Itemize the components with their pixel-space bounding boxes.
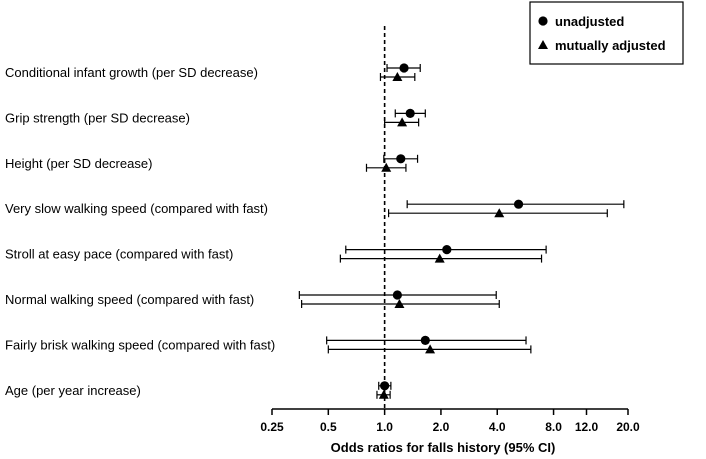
legend-label-unadjusted: unadjusted	[555, 14, 624, 29]
estimate-triangle-marker	[381, 162, 392, 172]
estimate-circle-marker	[399, 63, 409, 73]
x-tick-label: 8.0	[545, 420, 562, 434]
estimate-circle-marker	[442, 245, 452, 255]
estimate-circle-marker	[405, 108, 415, 118]
row-label: Height (per SD decrease)	[5, 156, 152, 171]
x-tick-label: 1.0	[376, 420, 393, 434]
row-label: Stroll at easy pace (compared with fast)	[5, 247, 233, 262]
confidence-intervals	[298, 64, 625, 399]
x-tick-label: 12.0	[575, 420, 599, 434]
estimate-triangle-marker	[425, 344, 436, 354]
x-axis-title: Odds ratios for falls history (95% CI)	[331, 440, 556, 455]
estimate-triangle-marker	[494, 208, 505, 218]
legend-box	[529, 1, 684, 65]
legend-circle-icon	[538, 16, 548, 26]
x-axis: 0.25 0.5 1.0 2.0 4.0 8.0 12.0 20.0	[260, 408, 640, 434]
row-label: Normal walking speed (compared with fast…	[5, 292, 254, 307]
legend-triangle-icon	[538, 40, 548, 49]
estimate-triangle-marker	[392, 72, 403, 81]
estimate-circle-marker	[396, 154, 406, 164]
x-tick-label: 2.0	[433, 420, 450, 434]
estimate-circle-marker	[513, 199, 524, 209]
row-label: Fairly brisk walking speed (compared wit…	[5, 337, 275, 352]
legend: unadjusted mutually adjusted	[529, 1, 684, 65]
x-tick-label: 0.5	[320, 420, 337, 434]
estimate-triangle-marker	[394, 299, 405, 308]
row-label: Age (per year increase)	[5, 383, 141, 398]
estimate-triangle-marker	[434, 253, 445, 263]
row-label: Conditional infant growth (per SD decrea…	[5, 65, 258, 80]
x-tick-label: 4.0	[489, 420, 506, 434]
row-labels: Conditional infant growth (per SD decrea…	[5, 65, 275, 398]
estimate-triangle-marker	[378, 389, 389, 399]
row-label: Very slow walking speed (compared with f…	[5, 201, 268, 216]
x-tick-label: 20.0	[616, 420, 640, 434]
point-estimates	[378, 63, 524, 399]
estimate-circle-marker	[420, 335, 430, 345]
estimate-triangle-marker	[397, 117, 408, 127]
legend-label-mutually-adjusted: mutually adjusted	[555, 38, 666, 53]
estimate-circle-marker	[380, 381, 390, 391]
x-tick-label: 0.25	[260, 420, 284, 434]
estimate-circle-marker	[392, 290, 402, 300]
row-label: Grip strength (per SD decrease)	[5, 110, 190, 125]
